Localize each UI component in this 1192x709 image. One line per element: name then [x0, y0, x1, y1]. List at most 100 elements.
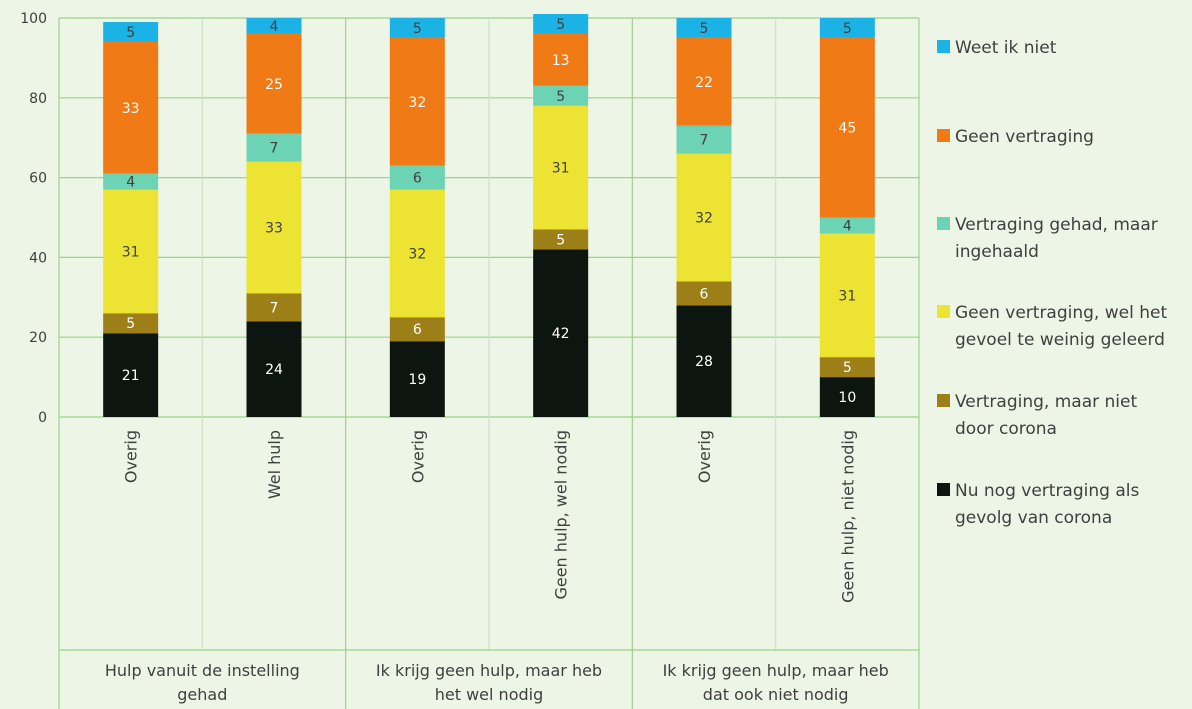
data-label: 31	[838, 288, 856, 304]
bar-segment	[676, 153, 732, 282]
data-label: 22	[695, 75, 713, 91]
group-label: Hulp vanuit de instelling gehad	[105, 661, 300, 704]
data-label: 7	[270, 141, 279, 157]
data-label: 5	[126, 25, 135, 41]
data-label: 4	[843, 218, 852, 234]
bar-segment	[103, 41, 159, 174]
bar-segment	[533, 14, 589, 34]
bar-segment	[533, 249, 589, 417]
category-label: Geen hulp, wel nodig	[552, 430, 571, 600]
bar-segment	[246, 133, 302, 162]
group-label: Ik krijg geen hulp, maar heb dat ook niet…	[663, 661, 889, 704]
bar-segment	[103, 313, 159, 334]
y-tick-label: 100	[20, 11, 47, 27]
legend-swatch	[937, 217, 950, 230]
bar-segment	[389, 165, 445, 190]
bar-segment	[676, 18, 732, 38]
data-label: 4	[270, 19, 279, 35]
data-label: 5	[413, 21, 422, 37]
bar-segment	[389, 317, 445, 342]
bar-segment	[246, 33, 302, 134]
data-label: 33	[265, 220, 283, 236]
legend-swatch	[937, 40, 950, 53]
bar-segment	[103, 189, 159, 314]
data-label: 31	[122, 244, 140, 260]
legend-swatch	[937, 305, 950, 318]
data-label: 6	[700, 286, 709, 302]
bar-segment	[246, 293, 302, 322]
data-label: 42	[552, 326, 570, 342]
category-label: Wel hulp	[265, 430, 284, 499]
bar-segment	[819, 357, 875, 378]
data-label: 6	[413, 322, 422, 338]
data-label: 45	[838, 121, 856, 137]
data-label: 5	[556, 89, 565, 105]
legend-entry: Vertraging, maar niet door corona	[955, 392, 1137, 439]
data-label: 5	[843, 21, 852, 37]
category-label: Geen hulp, niet nodig	[838, 430, 857, 603]
y-tick-label: 40	[29, 250, 47, 266]
data-label: 24	[265, 362, 283, 378]
bar-segment	[103, 173, 159, 190]
legend-swatch	[937, 483, 950, 496]
bar-segment	[389, 189, 445, 318]
legend-entry: Weet ik niet	[955, 38, 1057, 58]
bar-segment	[819, 217, 875, 234]
data-label: 5	[556, 232, 565, 248]
data-label: 5	[843, 360, 852, 376]
bar-segment	[246, 161, 302, 294]
category-label: Overig	[408, 430, 427, 483]
category-label: Overig	[122, 430, 141, 483]
data-label: 10	[838, 390, 856, 406]
legend-entry: Geen vertraging	[955, 127, 1094, 147]
category-label: Overig	[695, 430, 714, 483]
data-label: 33	[122, 101, 140, 117]
data-label: 6	[413, 171, 422, 187]
y-tick-label: 20	[29, 330, 47, 346]
bar-segment	[676, 305, 732, 417]
data-label: 13	[552, 53, 570, 69]
legend-swatch	[937, 129, 950, 142]
data-label: 5	[126, 316, 135, 332]
y-tick-label: 60	[29, 171, 47, 187]
bar-segment	[246, 321, 302, 417]
bar-segment	[819, 37, 875, 218]
y-tick-label: 0	[38, 410, 47, 426]
data-label: 25	[265, 77, 283, 93]
data-label: 5	[700, 21, 709, 37]
data-label: 32	[408, 95, 426, 111]
data-label: 31	[552, 161, 570, 177]
data-label: 32	[408, 246, 426, 262]
bar-segment	[819, 233, 875, 358]
bar-segment	[533, 33, 589, 86]
data-label: 5	[556, 17, 565, 33]
bar-segment	[676, 125, 732, 154]
data-label: 7	[700, 133, 709, 149]
legend-swatch	[937, 394, 950, 407]
bar-segment	[533, 229, 589, 250]
bar-segment	[389, 18, 445, 38]
bar-segment	[676, 37, 732, 126]
y-tick-label: 80	[29, 91, 47, 107]
group-label: Ik krijg geen hulp, maar heb het wel nodi…	[376, 661, 602, 704]
data-label: 4	[126, 175, 135, 191]
legend-entry: Geen vertraging, wel het gevoel te weinig…	[955, 303, 1167, 350]
bar-segment	[533, 85, 589, 106]
bar-segment	[533, 105, 589, 230]
data-label: 21	[122, 368, 140, 384]
bar-segment	[676, 281, 732, 306]
data-label: 7	[270, 300, 279, 316]
bar-segment	[103, 21, 159, 42]
data-label: 32	[695, 211, 713, 227]
bar-segment	[103, 333, 159, 417]
data-label: 28	[695, 354, 713, 370]
data-label: 19	[408, 372, 426, 388]
bar-segment	[389, 341, 445, 417]
bar-segment	[819, 377, 875, 417]
legend-entry: Nu nog vertraging als gevolg van corona	[955, 481, 1139, 528]
bar-segment	[246, 18, 302, 34]
bar-segment	[819, 18, 875, 38]
bar-segment	[389, 37, 445, 166]
legend-entry: Vertraging gehad, maar ingehaald	[955, 215, 1158, 262]
